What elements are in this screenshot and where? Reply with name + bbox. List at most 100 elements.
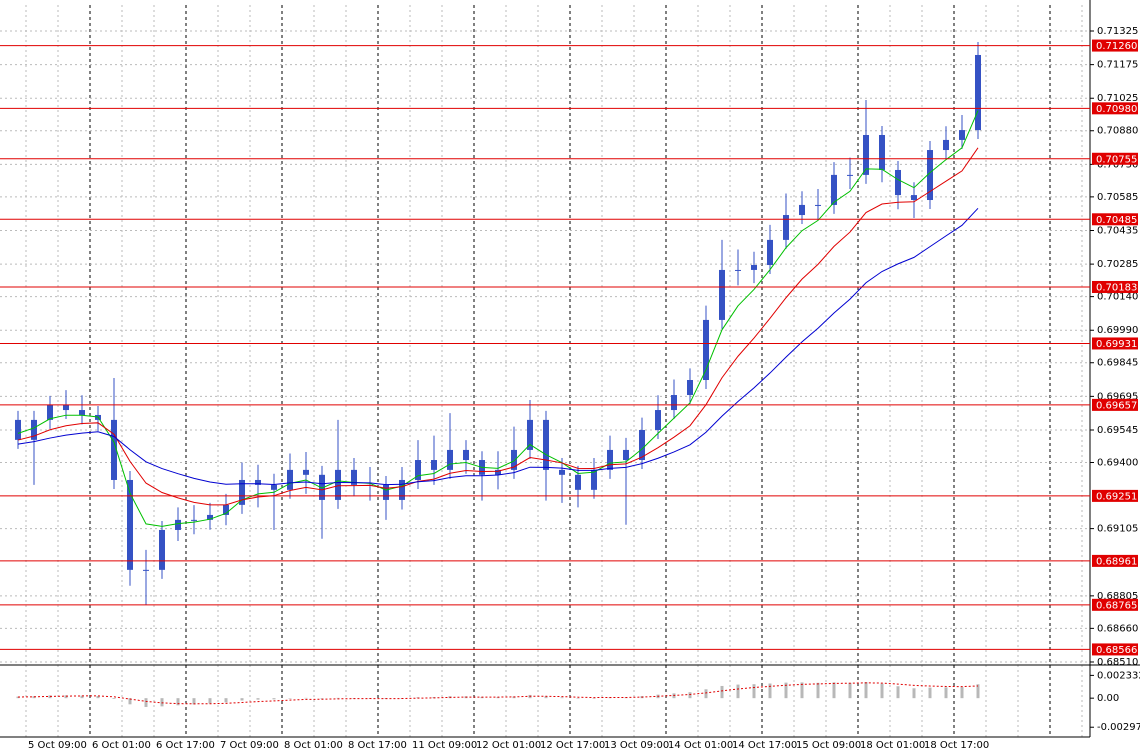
macd-bar [320, 698, 324, 699]
candle-body [767, 239, 773, 266]
macd-bar [928, 687, 932, 699]
macd-bar [784, 682, 788, 699]
macd-bar [64, 695, 68, 699]
y-tick-label: 0.002332 [1097, 670, 1140, 681]
candle-body [591, 469, 597, 490]
candle-body [351, 469, 357, 485]
macd-bar [160, 698, 164, 707]
candle-body [431, 460, 437, 470]
x-tick-label: 8 Oct 01:00 [284, 740, 343, 751]
level-label-box [1092, 337, 1138, 350]
candle-body [975, 54, 981, 131]
macd-bar [544, 696, 548, 699]
candle-body [655, 410, 661, 430]
candle-body [959, 130, 965, 140]
macd-bar [240, 698, 244, 701]
candle-body [847, 174, 853, 176]
y-tick-label: 0.69545 [1097, 425, 1138, 436]
level-label-box [1092, 554, 1138, 567]
candle-body [719, 269, 725, 320]
candle-body [831, 174, 837, 205]
candle-body [895, 169, 901, 196]
y-tick-label: 0.68510 [1097, 657, 1138, 668]
macd-bar [336, 697, 340, 699]
candle-body [271, 484, 277, 490]
candle-body [783, 215, 789, 240]
macd-bar [576, 698, 580, 699]
level-label: 0.68566 [1096, 645, 1137, 656]
candle-body [751, 265, 757, 270]
macd-bar [176, 698, 180, 706]
level-label-box [1092, 598, 1138, 611]
y-tick-label: 0.69990 [1097, 325, 1138, 336]
x-tick-label: 6 Oct 17:00 [156, 740, 215, 751]
macd-bar [800, 682, 804, 699]
candle-body [287, 469, 293, 490]
candle-body [815, 204, 821, 206]
macd-bar [256, 698, 260, 700]
y-tick-label: 0.70730 [1097, 159, 1138, 170]
level-label: 0.68961 [1096, 556, 1137, 567]
candle-body [255, 479, 261, 485]
candle-body [159, 529, 165, 570]
candle-body [623, 449, 629, 461]
y-tick-label: 0.00 [1097, 693, 1119, 704]
level-label: 0.71260 [1096, 41, 1137, 52]
candle-body [127, 479, 133, 570]
macd-bar [960, 687, 964, 699]
x-tick-label: 11 Oct 09:00 [412, 740, 477, 751]
macd-bar [704, 689, 708, 699]
x-tick-label: 15 Oct 09:00 [796, 740, 861, 751]
level-label: 0.70755 [1096, 154, 1137, 165]
x-tick-label: 8 Oct 17:00 [348, 740, 407, 751]
level-label-box [1092, 152, 1138, 165]
y-tick-label: 0.69400 [1097, 457, 1138, 468]
candle-body [175, 519, 181, 530]
moving-average-line [17, 110, 979, 527]
candle-body [111, 419, 117, 480]
candle-body [223, 504, 229, 515]
level-label: 0.70980 [1096, 104, 1137, 115]
candle-body [207, 514, 213, 520]
macd-bar [752, 684, 756, 699]
macd-bar [688, 692, 692, 699]
level-label: 0.69251 [1096, 491, 1137, 502]
candle-body [191, 519, 197, 521]
macd-bar [944, 687, 948, 699]
candle-body [239, 479, 245, 505]
level-label-box [1092, 398, 1138, 411]
macd-bar [560, 697, 564, 699]
macd-bar [80, 695, 84, 699]
macd-bar [896, 686, 900, 699]
macd-bar [48, 695, 52, 699]
y-tick-label: -0.002974 [1097, 722, 1140, 733]
level-label: 0.69931 [1096, 339, 1137, 350]
candle-body [79, 410, 85, 415]
macd-bar [720, 685, 724, 699]
x-tick-label: 14 Oct 17:00 [732, 740, 797, 751]
x-tick-label: 14 Oct 01:00 [668, 740, 733, 751]
signal-line [17, 682, 979, 705]
level-label-box [1092, 213, 1138, 226]
candle-body [463, 449, 469, 461]
level-label-box [1092, 489, 1138, 502]
level-label-box [1092, 280, 1138, 293]
macd-bar [816, 682, 820, 699]
candle-body [415, 460, 421, 480]
candle-body [335, 469, 341, 500]
candle-body [527, 419, 533, 450]
macd-bar [208, 698, 212, 704]
y-tick-label: 0.71325 [1097, 26, 1138, 37]
y-tick-label: 0.70285 [1097, 259, 1138, 270]
macd-bar [832, 682, 836, 699]
macd-bar [272, 698, 276, 700]
candle-body [303, 469, 309, 475]
candle-body [687, 380, 693, 396]
macd-bar [112, 698, 116, 699]
macd-bar [848, 682, 852, 699]
macd-bar [592, 698, 596, 699]
macd-bar [496, 697, 500, 699]
level-label: 0.69657 [1096, 400, 1137, 411]
